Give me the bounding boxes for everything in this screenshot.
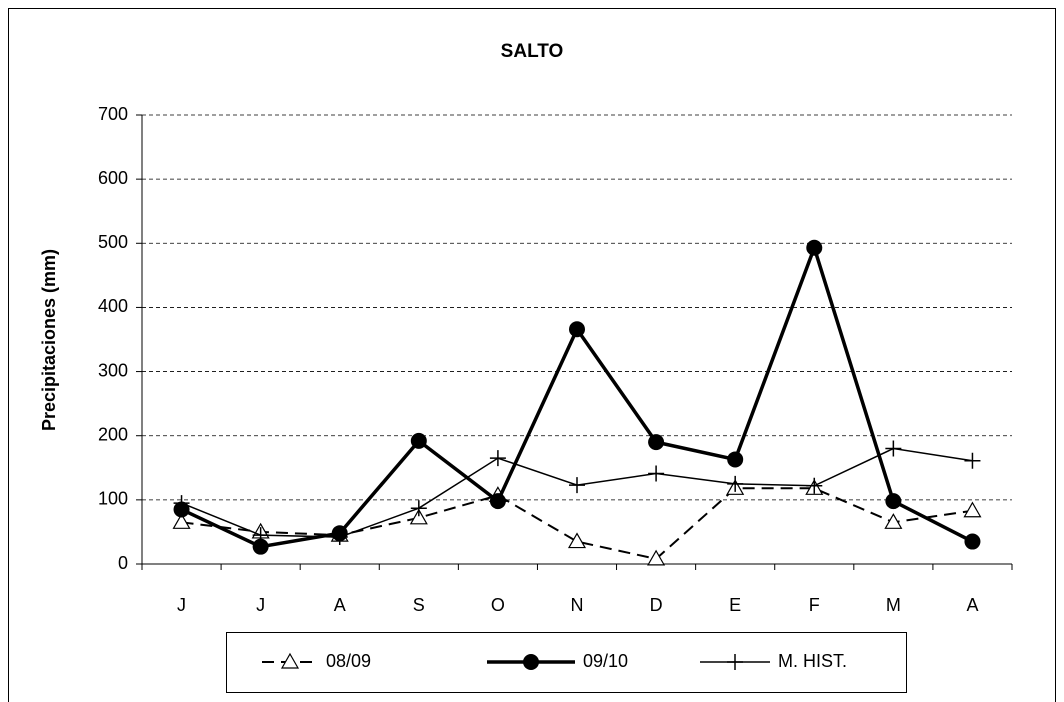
y-tick-label: 500 [98,232,128,252]
x-tick-label: S [413,595,425,615]
legend-label: 08/09 [326,651,371,671]
data-point [648,465,665,482]
y-axis-label: Precipitaciones (mm) [39,249,59,431]
legend-label: M. HIST. [778,651,847,671]
data-point [727,451,744,468]
x-tick-label: J [256,595,265,615]
data-point [727,475,744,492]
data-point [885,440,902,457]
data-point [806,477,823,494]
data-point [172,513,191,529]
data-point [331,529,348,546]
y-tick-label: 600 [98,168,128,188]
data-point [252,527,269,544]
y-tick-label: 100 [98,489,128,509]
x-tick-label: E [729,595,741,615]
y-tick-label: 300 [98,360,128,380]
chart-title: SALTO [501,41,564,62]
data-point [173,495,190,512]
x-tick-label: O [491,595,505,615]
x-tick-label: A [334,595,346,615]
x-tick-label: A [966,595,978,615]
data-point [410,500,427,517]
data-point [489,493,506,510]
data-point [567,532,587,549]
chart-border [8,8,1056,702]
legend-marker [280,652,300,669]
legend-marker [727,654,743,670]
data-point [884,513,903,529]
data-point [252,538,269,555]
series-line [181,487,973,560]
data-point [569,477,585,494]
legend-label: 09/10 [583,651,628,671]
legend-marker [523,654,539,670]
data-point [964,452,981,469]
x-tick-label: D [650,595,663,615]
data-point [410,432,427,449]
data-point [648,434,665,451]
data-point [806,239,823,256]
data-point [489,450,506,467]
data-point [647,549,666,566]
y-tick-label: 400 [98,296,128,316]
data-point [409,508,428,525]
data-point [885,493,902,510]
y-tick-label: 700 [98,104,128,124]
x-tick-label: J [177,595,186,615]
data-point [964,533,981,550]
y-tick-label: 200 [98,424,128,444]
x-tick-label: N [571,595,584,615]
data-point [963,501,982,518]
y-tick-label: 0 [118,553,128,573]
x-tick-label: M [886,595,901,615]
x-tick-label: F [809,595,820,615]
data-point [569,321,585,338]
